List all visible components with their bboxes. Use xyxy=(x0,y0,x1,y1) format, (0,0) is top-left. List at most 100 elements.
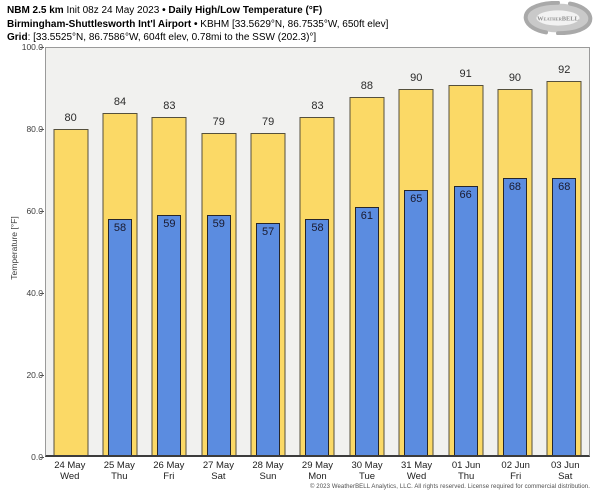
x-axis-label: 01 Jun Thu xyxy=(441,460,491,482)
high-temp-bar xyxy=(53,129,89,455)
x-axis-weekday: Sat xyxy=(211,471,226,482)
y-tick-mark xyxy=(40,293,44,294)
y-tick-mark xyxy=(40,47,44,48)
init-time: Init 08z 24 May 2023 xyxy=(63,5,163,16)
high-temp-value: 90 xyxy=(410,71,423,84)
bar-group: 80 xyxy=(46,48,95,455)
low-temp-value: 61 xyxy=(360,209,373,222)
low-temp-bar: 68 xyxy=(552,178,577,455)
high-temp-value: 88 xyxy=(360,79,373,92)
x-axis-weekday: Thu xyxy=(457,471,475,482)
low-temp-value: 58 xyxy=(311,221,324,234)
svg-text:WEATHERBELL: WEATHERBELL xyxy=(537,15,579,22)
x-axis-date: 24 May xyxy=(54,460,86,471)
bar-group: 91 66 xyxy=(441,48,490,455)
x-axis-date: 01 Jun xyxy=(451,460,481,471)
x-axis-label: 31 May Wed xyxy=(392,460,442,482)
x-axis-label: 29 May Mon xyxy=(293,460,343,482)
low-temp-bar: 59 xyxy=(206,214,231,455)
x-axis-weekday: Mon xyxy=(308,471,327,482)
x-axis-weekday: Wed xyxy=(406,471,427,482)
high-temp-value: 90 xyxy=(508,71,522,84)
station-details: KBHM [33.5629°N, 86.7535°W, 650ft elev] xyxy=(197,18,389,30)
bar-group: 90 65 xyxy=(392,48,441,455)
low-temp-bar: 65 xyxy=(404,190,429,455)
plot-area: 80 84 58 83 59 79 59 79 57 83 58 88 61 90 65 91 66 90 68 92… xyxy=(45,47,590,457)
x-axis-weekday: Fri xyxy=(163,471,175,482)
x-axis-label: 26 May Fri xyxy=(144,460,194,482)
y-tick-mark xyxy=(40,129,44,130)
y-axis-title: Temperature [°F] xyxy=(9,216,19,280)
high-temp-value: 79 xyxy=(262,116,275,129)
bar-group: 79 59 xyxy=(194,48,243,455)
x-axis-date: 02 Jun xyxy=(501,460,530,471)
bar-group: 83 59 xyxy=(145,48,194,455)
bar-group: 79 57 xyxy=(243,48,292,455)
high-temp-value: 83 xyxy=(311,100,324,113)
high-temp-value: 84 xyxy=(113,96,127,109)
low-temp-value: 58 xyxy=(113,221,127,234)
x-axis-weekday: Tue xyxy=(359,471,376,482)
weatherbell-swirl-icon: WEATHERBELL xyxy=(523,0,593,36)
low-temp-value: 59 xyxy=(212,217,225,230)
x-axis-date: 31 May xyxy=(401,460,433,471)
low-temp-bar: 58 xyxy=(305,218,330,455)
bar-group: 88 61 xyxy=(342,48,391,455)
x-axis-label: 30 May Tue xyxy=(342,460,392,482)
x-axis-date: 26 May xyxy=(153,460,185,471)
grid-details: : [33.5525°N, 86.7586°W, 604ft elev, 0.7… xyxy=(27,32,317,43)
y-tick-label: 40.0 xyxy=(26,288,43,298)
low-temp-value: 57 xyxy=(262,226,275,239)
bullet-separator: • xyxy=(162,5,166,16)
low-temp-value: 66 xyxy=(459,189,472,202)
low-temp-value: 68 xyxy=(558,181,571,194)
station-name: Birmingham-Shuttlesworth Int'l Airport xyxy=(7,18,192,30)
low-temp-bar: 66 xyxy=(453,186,478,455)
high-temp-value: 91 xyxy=(459,67,472,80)
title-line-3: Grid: [33.5525°N, 86.7586°W, 604ft elev,… xyxy=(7,31,388,45)
x-axis-label: 02 Jun Fri xyxy=(491,460,541,482)
low-temp-bar: 58 xyxy=(108,218,133,455)
x-axis-date: 30 May xyxy=(351,460,383,471)
x-axis-label: 25 May Thu xyxy=(95,460,145,482)
low-temp-bar: 59 xyxy=(157,214,182,455)
y-tick-mark xyxy=(40,457,44,458)
y-tick-label: 100.0 xyxy=(21,42,43,52)
low-temp-value: 65 xyxy=(410,193,423,206)
high-temp-value: 80 xyxy=(64,112,77,125)
high-temp-value: 83 xyxy=(163,100,176,113)
y-tick-label: 20.0 xyxy=(26,370,43,380)
weatherbell-logo: WEATHERBELL xyxy=(522,0,594,36)
x-axis-label: 27 May Sat xyxy=(194,460,244,482)
low-temp-bar: 68 xyxy=(502,178,527,455)
low-temp-value: 68 xyxy=(508,181,522,194)
x-axis-date: 03 Jun xyxy=(550,460,580,471)
x-axis-date: 29 May xyxy=(301,460,334,471)
bar-group: 92 68 xyxy=(540,48,589,455)
chart-title-block: NBM 2.5 km Init 08z 24 May 2023 • Daily … xyxy=(7,4,388,45)
y-tick-label: 80.0 xyxy=(26,124,43,134)
high-temp-value: 79 xyxy=(212,116,225,129)
x-axis-date: 25 May xyxy=(103,460,135,471)
bar-group: 83 58 xyxy=(293,48,342,455)
x-axis-weekday: Sat xyxy=(558,471,573,482)
title-line-2: Birmingham-Shuttlesworth Int'l Airport •… xyxy=(7,18,388,32)
x-axis-labels: 24 May Wed 25 May Thu 26 May Fri 27 May Sat 28 M… xyxy=(45,460,590,484)
title-line-1: NBM 2.5 km Init 08z 24 May 2023 • Daily … xyxy=(7,4,388,18)
x-axis-weekday: Sun xyxy=(259,471,277,482)
y-tick-mark xyxy=(40,211,44,212)
bar-group: 84 58 xyxy=(95,48,144,455)
x-axis-weekday: Fri xyxy=(510,471,522,482)
x-axis-label: 24 May Wed xyxy=(45,460,95,482)
copyright-notice: © 2023 WeatherBELL Analytics, LLC. All r… xyxy=(310,484,590,490)
y-tick-label: 0.0 xyxy=(31,452,43,462)
x-axis-weekday: Wed xyxy=(60,471,80,482)
x-axis-label: 28 May Sun xyxy=(243,460,293,482)
x-axis-weekday: Thu xyxy=(111,471,128,482)
bullet-separator-2: • xyxy=(191,18,198,30)
x-axis-date: 27 May xyxy=(202,460,234,471)
y-tick-mark xyxy=(40,375,44,376)
x-axis-label: 03 Jun Sat xyxy=(540,460,590,482)
grid-label: Grid xyxy=(7,32,28,43)
